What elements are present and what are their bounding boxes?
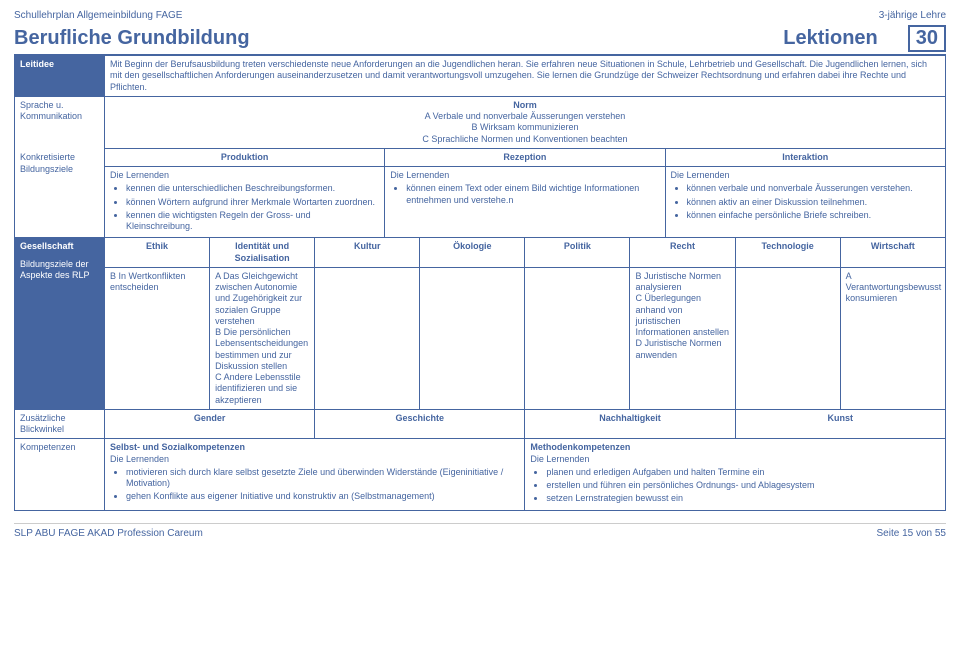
prod-item-2: können Wörtern aufgrund ihrer Merkmale W… <box>126 197 379 208</box>
tech-cell <box>735 267 840 409</box>
oeko-cell <box>420 267 525 409</box>
int-item-1: können verbale und nonverbale Äusserunge… <box>687 183 941 194</box>
lern-label-2: Die Lernenden <box>390 170 659 181</box>
komp-left: Selbst- und Sozialkompetenzen Die Lernen… <box>105 439 525 510</box>
kultur-cell <box>315 267 420 409</box>
title-main: Berufliche Grundbildung <box>14 27 250 50</box>
col-kultur: Kultur <box>315 238 420 268</box>
int-item-3: können einfache persönliche Briefe schre… <box>687 210 941 221</box>
footer-right: Seite 15 von 55 <box>877 528 947 539</box>
norm-title: Norm <box>110 100 940 111</box>
wirt-cell: A Verantwortungsbewusst konsumieren <box>840 267 945 409</box>
komp-right-title: Methodenkompetenzen <box>530 442 630 452</box>
side-leitidee: Leitidee <box>15 56 105 97</box>
col-interaktion: Interaktion <box>665 148 946 166</box>
norm-a: A Verbale und nonverbale Äusserungen ver… <box>425 111 626 121</box>
col-ethik: Ethik <box>105 238 210 268</box>
side-sprache: Sprache u. Kommunikation Konkretisierte … <box>15 96 105 238</box>
col-rezeption: Rezeption <box>385 148 665 166</box>
komp-right-2: erstellen und führen ein persönliches Or… <box>546 480 940 491</box>
lern-label-5: Die Lernenden <box>530 454 940 465</box>
politik-cell <box>525 267 630 409</box>
norm-block: Norm A Verbale und nonverbale Äusserunge… <box>105 96 946 148</box>
side-gesell-label: Gesellschaft <box>20 241 99 252</box>
leitidee-text: Mit Beginn der Berufsausbildung treten v… <box>105 56 946 97</box>
title-row: Berufliche Grundbildung Lektionen 30 <box>14 23 946 55</box>
komp-left-1: motivieren sich durch klare selbst geset… <box>126 467 519 490</box>
col-produktion: Produktion <box>105 148 385 166</box>
komp-left-2: gehen Konflikte aus eigener Initiative u… <box>126 491 519 502</box>
col-geschichte: Geschichte <box>315 409 525 439</box>
col-kunst: Kunst <box>735 409 945 439</box>
side-konkret-label: Konkretisierte Bildungsziele <box>20 152 99 175</box>
col-politik: Politik <box>525 238 630 268</box>
col-oeko: Ökologie <box>420 238 525 268</box>
norm-b: B Wirksam kommunizieren <box>471 122 578 132</box>
lern-label-1: Die Lernenden <box>110 170 379 181</box>
header-left: Schullehrplan Allgemeinbildung FAGE <box>14 10 182 21</box>
title-number: 30 <box>908 25 946 52</box>
prod-item-3: kennen die wichtigsten Regeln der Gross-… <box>126 210 379 233</box>
komp-right-3: setzen Lernstrategien bewusst ein <box>546 493 940 504</box>
komp-right: Methodenkompetenzen Die Lernenden planen… <box>525 439 946 510</box>
produktion-cell: Die Lernenden kennen die unterschiedlich… <box>105 167 385 238</box>
side-zusatz: Zusätzliche Blickwinkel <box>15 409 105 439</box>
rezeption-cell: Die Lernenden können einem Text oder ein… <box>385 167 665 238</box>
recht-cell: B Juristische Normen analysieren C Überl… <box>630 267 735 409</box>
title-lektionen: Lektionen <box>783 27 877 50</box>
norm-c: C Sprachliche Normen und Konventionen be… <box>422 134 627 144</box>
ethik-cell: B In Wertkonflikten entscheiden <box>105 267 210 409</box>
header-row: Schullehrplan Allgemeinbildung FAGE 3-jä… <box>14 10 946 21</box>
lern-label-4: Die Lernenden <box>110 454 519 465</box>
lern-label-3: Die Lernenden <box>671 170 941 181</box>
ident-cell: A Das Gleichgewicht zwischen Autonomie u… <box>210 267 315 409</box>
side-sprache-label: Sprache u. Kommunikation <box>20 100 99 123</box>
main-table: Leitidee Mit Beginn der Berufsausbildung… <box>14 55 946 511</box>
col-recht: Recht <box>630 238 735 268</box>
komp-left-title: Selbst- und Sozialkompetenzen <box>110 442 245 452</box>
col-tech: Technologie <box>735 238 840 268</box>
int-item-2: können aktiv an einer Diskussion teilneh… <box>687 197 941 208</box>
rez-item-1: können einem Text oder einem Bild wichti… <box>406 183 659 206</box>
prod-item-1: kennen die unterschiedlichen Beschreibun… <box>126 183 379 194</box>
footer-row: SLP ABU FAGE AKAD Profession Careum Seit… <box>14 523 946 539</box>
interaktion-cell: Die Lernenden können verbale und nonverb… <box>665 167 946 238</box>
col-wirt: Wirtschaft <box>840 238 945 268</box>
col-ident: Identität und Sozialisation <box>210 238 315 268</box>
col-gender: Gender <box>105 409 315 439</box>
header-right: 3-jährige Lehre <box>879 10 946 21</box>
side-gesellschaft: Gesellschaft Bildungsziele der Aspekte d… <box>15 238 105 410</box>
side-kompetenzen: Kompetenzen <box>15 439 105 510</box>
col-nachhaltigkeit: Nachhaltigkeit <box>525 409 735 439</box>
side-bildziele-label: Bildungsziele der Aspekte des RLP <box>20 259 99 282</box>
komp-right-1: planen und erledigen Aufgaben und halten… <box>546 467 940 478</box>
footer-left: SLP ABU FAGE AKAD Profession Careum <box>14 528 203 539</box>
